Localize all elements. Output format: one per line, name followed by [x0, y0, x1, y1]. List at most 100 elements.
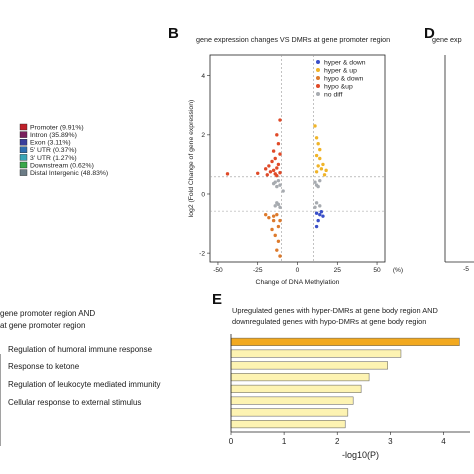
panel-b-point-s2-3 [271, 214, 276, 218]
panel-letter-e: E [212, 291, 222, 308]
legend-swatch-1 [19, 131, 28, 138]
panel-b-legend-label-2: hypo & down [324, 75, 364, 82]
panel-b-point-s3-14 [256, 171, 260, 175]
legend-label-1: Intron (35.89%) [30, 132, 77, 139]
panel-b-point-s3-5 [273, 156, 277, 161]
panel-b-point-s1-0 [313, 124, 317, 128]
panel-b-ytick-label-3: 4 [201, 73, 205, 80]
panel-b-point-s2-9 [267, 215, 271, 220]
panel-b-xtick-label-3: 25 [334, 267, 342, 274]
panel-d-title-fragment: gene exp [432, 35, 462, 44]
panel-b-point-s3-7 [276, 162, 281, 167]
panel-b-point-s2-11 [271, 218, 276, 223]
legend-swatch-3 [19, 146, 28, 154]
panel-b-point-s0-0 [314, 211, 319, 215]
panel-b-point-s3-3 [271, 149, 276, 153]
panel-b-point-s1-6 [316, 164, 320, 168]
panel-b-point-s4-4 [271, 181, 276, 186]
legend-label-0: Promoter (9.91%) [30, 124, 84, 131]
panel-b-point-s4-0 [276, 178, 281, 183]
panel-b-point-s3-0 [278, 118, 282, 122]
go-term-4: Cellular response to external stimulus [8, 398, 141, 407]
panel-b-point-s3-16 [225, 172, 230, 176]
panel-b-legend-marker-0 [316, 60, 320, 64]
panel-b-legend-marker-1 [316, 68, 320, 72]
panel-b-point-s4-12 [316, 184, 320, 189]
panel-b-point-s1-4 [318, 156, 322, 161]
panel-b-point-s0-1 [318, 212, 322, 217]
panel-b-legend-label-1: hyper & up [324, 67, 357, 74]
panel-b-xtick-label-2: 0 [296, 267, 300, 274]
panel-b-point-s4-14 [318, 204, 322, 208]
panel-b-legend-label-4: no diff [324, 91, 343, 98]
panel-b-x-axis-title: Change of DNA Methylation [256, 279, 340, 286]
panel-b-xtick-label-0: -50 [213, 267, 223, 274]
panel-b-ytick-label-2: 2 [201, 132, 205, 139]
panel-e-title-line2: downregulated genes with hypo-DMRs at ge… [232, 317, 426, 326]
panel-b-point-s3-17 [265, 173, 269, 177]
genomic-annotation-legend: Promoter (9.91%)Intron (35.89%)Exon (3.1… [19, 123, 108, 177]
panel-b-legend-marker-4 [316, 92, 320, 96]
panel-b-point-s3-18 [275, 173, 279, 178]
panel-d-tick-label: -5 [463, 266, 469, 273]
panel-b-point-s2-1 [276, 224, 281, 229]
panel-e-bar-5 [230, 396, 354, 405]
panel-e-xtick-label-4: 4 [441, 437, 446, 446]
panel-e-xtick-label-1: 1 [282, 437, 287, 446]
legend-label-6: Distal Intergenic (48.83%) [30, 170, 108, 177]
panel-b-point-s3-11 [271, 168, 276, 173]
panel-b-point-s4-7 [278, 205, 282, 209]
legend-label-2: Exon (3.11%) [30, 140, 71, 147]
panel-b-point-s3-4 [278, 152, 282, 156]
panel-b-frame [209, 54, 386, 263]
legend-swatch-0 [19, 123, 28, 131]
panel-b-point-s4-13 [314, 201, 319, 205]
panel-e-bar-chart: 0 1 2 3 4 -log10(P) [229, 334, 470, 460]
panel-b-point-s3-9 [275, 166, 279, 170]
panel-e-bar-6 [230, 408, 349, 417]
panel-e-bar-0 [230, 337, 460, 346]
panel-b-point-s2-10 [278, 254, 282, 258]
legend-swatch-5 [19, 161, 28, 169]
panel-b-point-s0-4 [321, 214, 325, 218]
legend-swatch-2 [19, 138, 28, 146]
panel-b-xtick-label-1: -25 [253, 267, 263, 274]
panel-b-ytick-label-1: 0 [201, 191, 205, 198]
panel-b-point-s0-3 [319, 210, 324, 214]
panel-b-point-s3-6 [270, 159, 274, 164]
panel-b-point-s2-8 [263, 212, 268, 217]
panel-b-point-s4-3 [275, 184, 279, 189]
panel-b-point-s1-7 [319, 167, 324, 171]
panel-b-point-s4-11 [318, 178, 322, 183]
left-heading-line1: gene promoter region AND [0, 309, 95, 318]
panel-b-point-s3-8 [267, 164, 271, 168]
panel-e-bar-4 [230, 384, 362, 393]
panel-e-xtick-label-2: 2 [335, 437, 340, 446]
panel-e-x-axis-title: -log10(P) [342, 450, 379, 460]
panel-b-legend-label-3: hypo &up [324, 83, 353, 90]
panel-b-point-s3-2 [276, 142, 281, 146]
panel-e-bar-7 [230, 420, 346, 429]
panel-b-point-s3-12 [268, 170, 273, 174]
panel-e-bar-2 [230, 361, 388, 370]
go-term-3: Regulation of leukocyte mediated immunit… [8, 380, 161, 389]
panel-b-point-s4-6 [273, 204, 277, 208]
panel-b-point-s1-8 [324, 168, 328, 173]
panel-b-legend-marker-2 [316, 76, 320, 80]
legend-label-3: 5' UTR (0.37%) [30, 147, 77, 154]
panel-b-point-s1-2 [316, 142, 320, 146]
panel-b-point-s3-10 [263, 167, 268, 171]
panel-letter-b: B [168, 25, 179, 42]
panel-b-y-axis-title: log2 (Fold Change of gene expression) [188, 100, 195, 218]
legend-label-5: Downstream (0.62%) [30, 162, 94, 169]
go-term-2: Response to ketone [8, 362, 80, 371]
panel-b-point-s1-9 [314, 170, 319, 174]
panel-b-ytick-label-0: -2 [199, 251, 205, 258]
legend-swatch-4 [19, 154, 28, 161]
panel-b-point-s0-5 [314, 224, 319, 229]
panel-b-point-s0-2 [316, 218, 320, 223]
panel-b-point-s2-5 [276, 239, 281, 243]
panel-b-point-s2-6 [275, 248, 279, 252]
go-term-1: Regulation of humoral immune response [8, 345, 153, 354]
